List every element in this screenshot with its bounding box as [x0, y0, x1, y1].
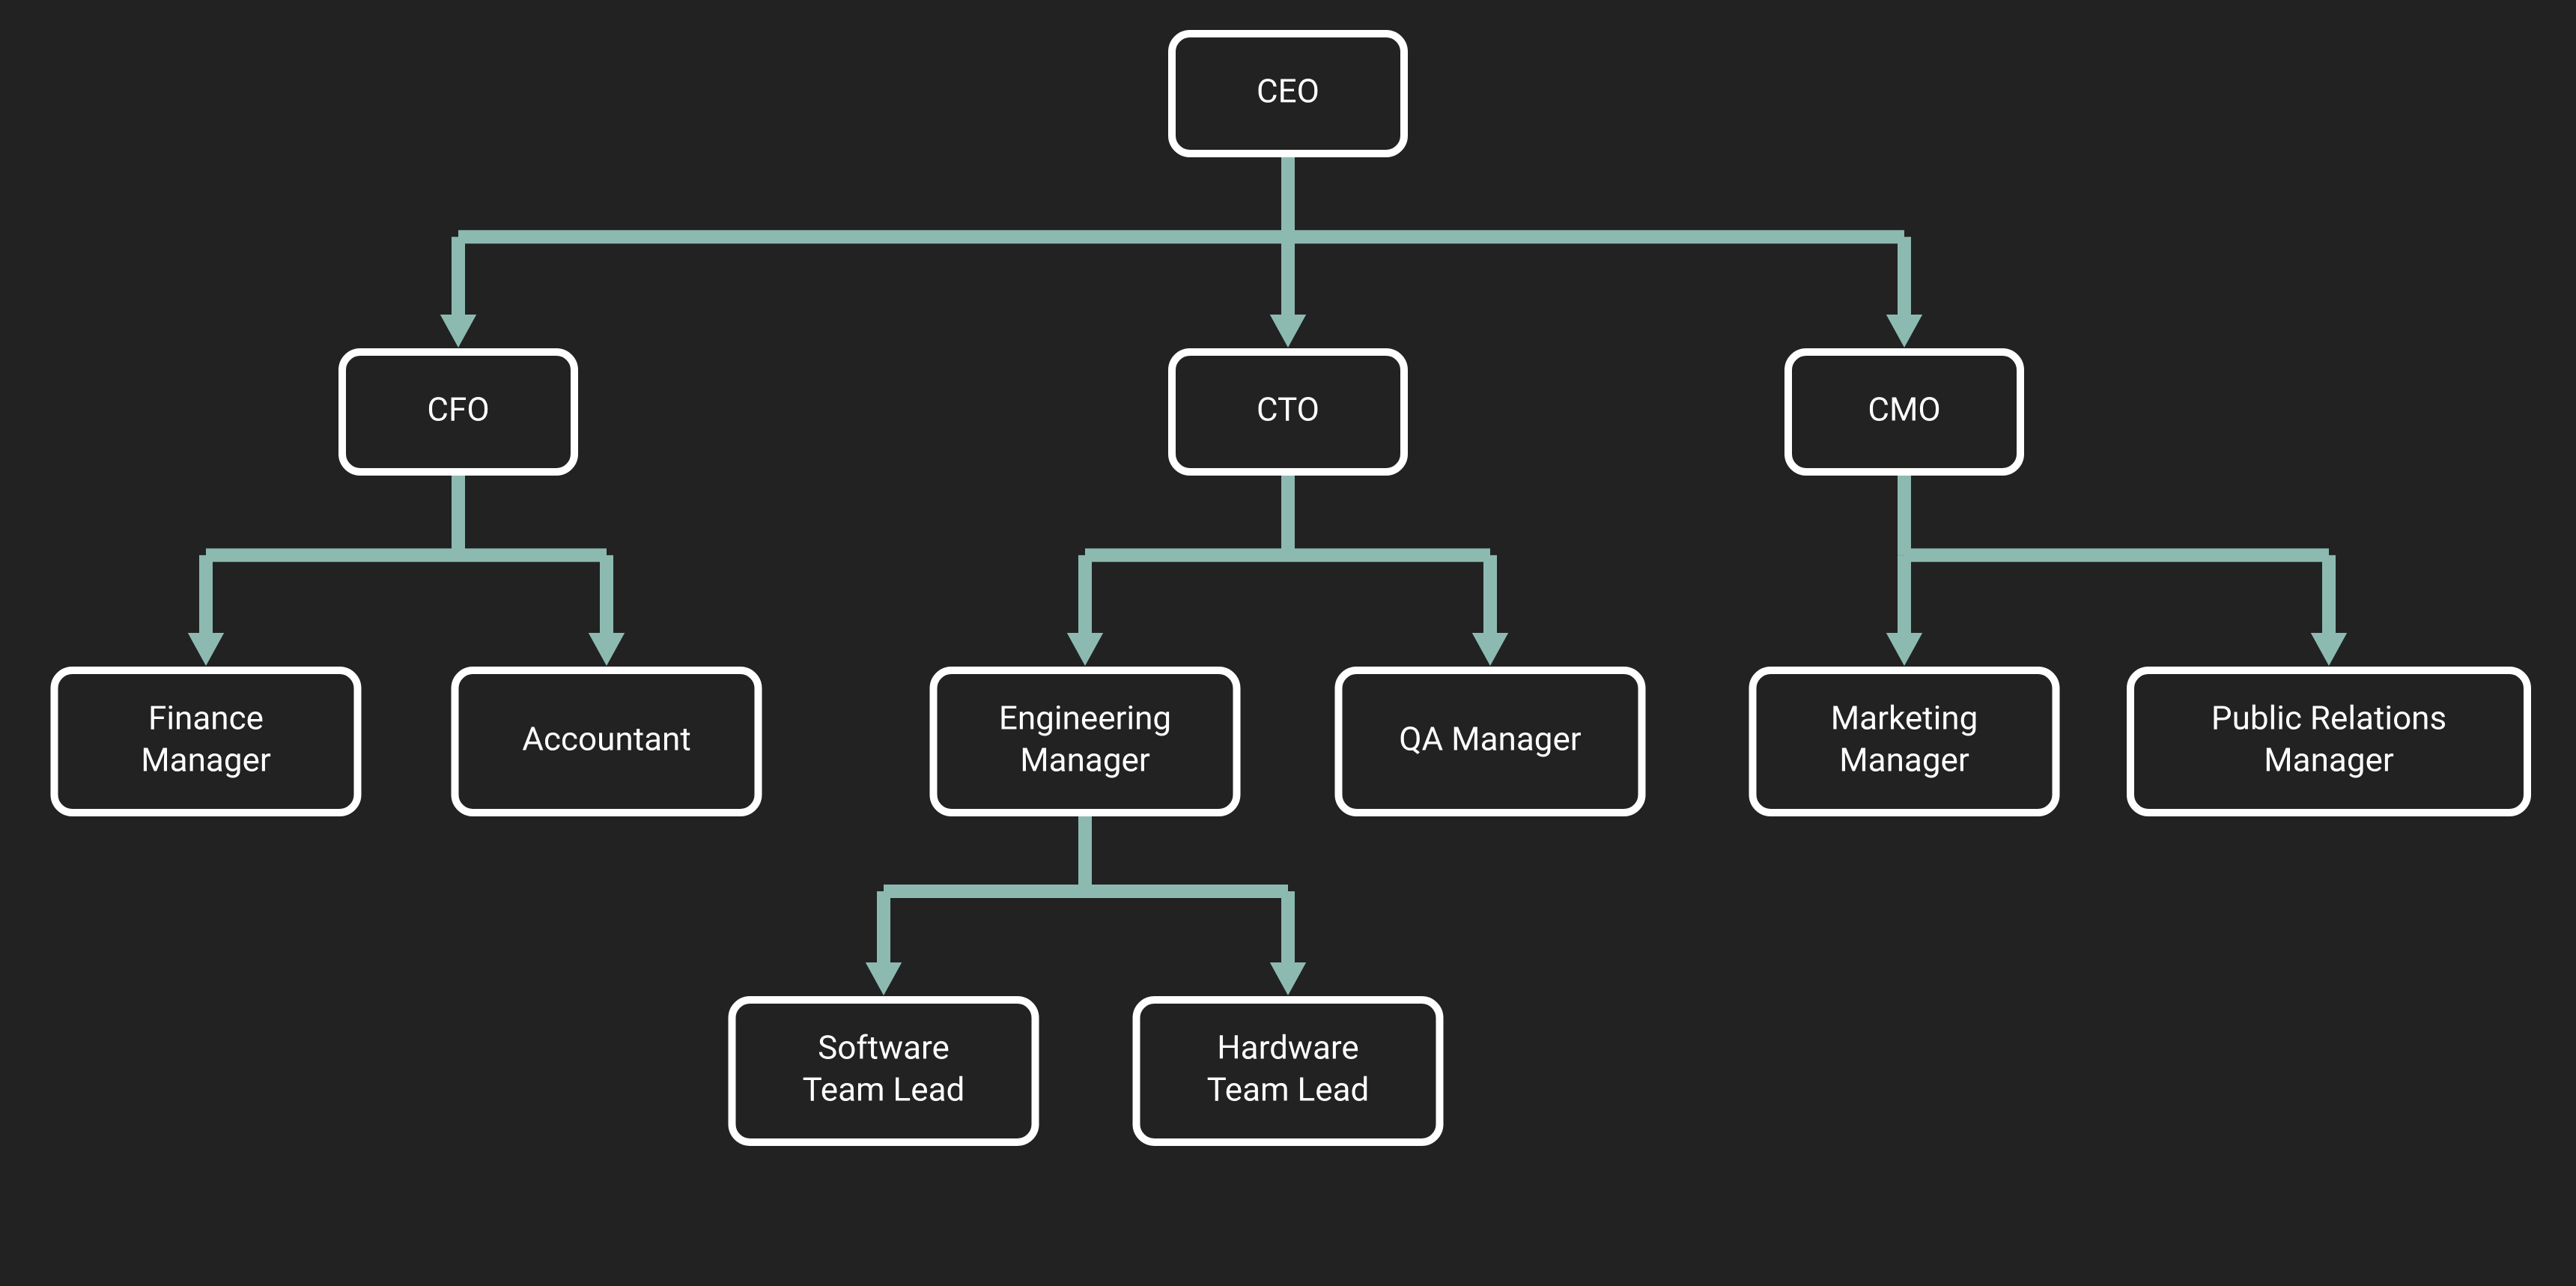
node-label: CTO	[1257, 390, 1319, 429]
node-label: Marketing	[1831, 699, 1978, 738]
node-label: Manager	[1020, 741, 1150, 780]
org-node-sw: SoftwareTeam Lead	[732, 1000, 1036, 1142]
node-label: Team Lead	[1207, 1070, 1370, 1109]
org-node-ceo: CEO	[1172, 34, 1404, 154]
node-label: Manager	[1839, 741, 1969, 780]
node-label: Hardware	[1217, 1028, 1358, 1067]
node-label: Manager	[2264, 741, 2394, 780]
node-label: CFO	[427, 390, 489, 429]
org-node-mkt: MarketingManager	[1753, 670, 2056, 813]
node-label: Accountant	[522, 720, 690, 759]
org-node-pr: Public RelationsManager	[2130, 670, 2527, 813]
org-node-qa: QA Manager	[1339, 670, 1642, 813]
org-node-acct: Accountant	[455, 670, 759, 813]
node-label: CMO	[1868, 390, 1940, 429]
node-label: Team Lead	[803, 1070, 965, 1109]
org-node-cmo: CMO	[1788, 352, 2020, 472]
org-node-fin: FinanceManager	[55, 670, 358, 813]
org-node-cto: CTO	[1172, 352, 1404, 472]
org-chart: CEOCFOCTOCMOFinanceManagerAccountantEngi…	[0, 0, 2576, 1286]
org-node-hw: HardwareTeam Lead	[1137, 1000, 1440, 1142]
node-label: Engineering	[999, 699, 1171, 738]
node-label: Manager	[141, 741, 271, 780]
node-label: QA Manager	[1399, 720, 1582, 759]
node-label: Public Relations	[2211, 699, 2446, 738]
org-node-cfo: CFO	[342, 352, 574, 472]
node-label: Finance	[148, 699, 264, 738]
node-label: Software	[818, 1028, 950, 1067]
node-label: CEO	[1257, 72, 1319, 111]
org-node-eng: EngineeringManager	[934, 670, 1237, 813]
